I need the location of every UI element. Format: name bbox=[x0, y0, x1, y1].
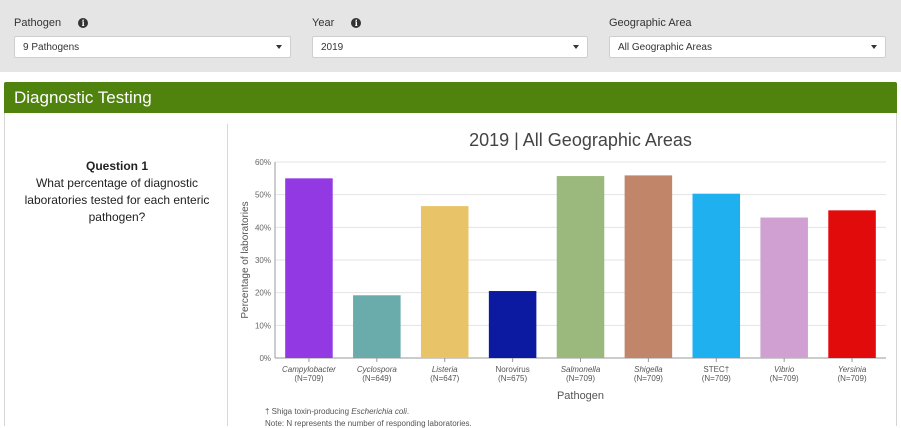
x-tick-label: Shigella bbox=[634, 365, 663, 374]
y-tick-label: 20% bbox=[255, 289, 271, 298]
filter-bar: Pathogen i 9 Pathogens Year i 2019 Geogr… bbox=[0, 0, 901, 72]
x-tick-n-label: (N=675) bbox=[498, 374, 527, 383]
year-filter: Year i 2019 bbox=[312, 14, 588, 58]
x-tick-label: STEC† bbox=[703, 365, 729, 374]
x-tick-label: Salmonella bbox=[561, 365, 601, 374]
x-tick-n-label: (N=647) bbox=[430, 374, 459, 383]
question-text: What percentage of diagnostic laboratori… bbox=[24, 176, 210, 224]
bar bbox=[353, 295, 401, 358]
y-tick-label: 0% bbox=[259, 354, 271, 363]
pathogen-select[interactable]: 9 Pathogens bbox=[14, 36, 291, 58]
area-select[interactable]: All Geographic Areas bbox=[609, 36, 886, 58]
y-tick-label: 50% bbox=[255, 191, 271, 200]
footnote-note: Note: N represents the number of respond… bbox=[265, 419, 472, 428]
x-tick-label: Listeria bbox=[432, 365, 458, 374]
bar bbox=[760, 217, 808, 358]
area-label: Geographic Area bbox=[609, 17, 692, 29]
bar bbox=[692, 193, 741, 358]
x-tick-label: Norovirus bbox=[495, 365, 529, 374]
y-tick-label: 30% bbox=[255, 256, 271, 265]
section-title: Diagnostic Testing bbox=[14, 88, 152, 107]
x-tick-label: Yersinia bbox=[838, 365, 867, 374]
question-block: Question 1 What percentage of diagnostic… bbox=[22, 158, 212, 226]
bar bbox=[285, 178, 333, 358]
y-tick-label: 60% bbox=[255, 158, 271, 167]
pathogen-filter: Pathogen i 9 Pathogens bbox=[14, 14, 291, 58]
footnote-stec: † Shiga toxin-producing Escherichia coli… bbox=[265, 407, 410, 416]
pathogen-label: Pathogen i bbox=[14, 14, 291, 32]
bar bbox=[420, 206, 469, 358]
x-tick-n-label: (N=709) bbox=[566, 374, 595, 383]
x-tick-n-label: (N=709) bbox=[770, 374, 799, 383]
caret-down-icon bbox=[871, 45, 877, 49]
x-tick-n-label: (N=649) bbox=[362, 374, 391, 383]
x-tick-label: Cyclospora bbox=[357, 365, 398, 374]
x-tick-n-label: (N=709) bbox=[634, 374, 663, 383]
bar bbox=[624, 175, 673, 358]
year-label: Year i bbox=[312, 14, 588, 32]
x-axis-label: Pathogen bbox=[557, 390, 604, 402]
year-select[interactable]: 2019 bbox=[312, 36, 588, 58]
area-filter: Geographic Area All Geographic Areas bbox=[609, 14, 886, 58]
x-tick-n-label: (N=709) bbox=[837, 374, 866, 383]
y-axis-label: Percentage of laboratories bbox=[240, 201, 251, 318]
column-divider bbox=[227, 124, 228, 426]
info-icon[interactable]: i bbox=[351, 18, 362, 28]
bar-chart: 2019 | All Geographic Areas 0% 10% 20% 30% 40… bbox=[240, 130, 886, 402]
chart-title: 2019 | All Geographic Areas bbox=[469, 130, 692, 150]
caret-down-icon bbox=[573, 45, 579, 49]
x-tick-n-label: (N=709) bbox=[702, 374, 731, 383]
section-header: Diagnostic Testing bbox=[4, 82, 897, 113]
x-tick-label: Campylobacter bbox=[282, 365, 336, 374]
y-tick-label: 10% bbox=[255, 321, 271, 330]
question-title: Question 1 bbox=[85, 159, 148, 173]
y-tick-label: 40% bbox=[255, 223, 271, 232]
x-tick-label: Vibrio bbox=[774, 365, 795, 374]
caret-down-icon bbox=[276, 45, 282, 49]
bar bbox=[556, 176, 605, 358]
content-panel bbox=[4, 113, 897, 426]
bar bbox=[488, 291, 537, 358]
info-icon[interactable]: i bbox=[78, 18, 89, 28]
x-tick-n-label: (N=709) bbox=[294, 374, 323, 383]
bar bbox=[828, 210, 876, 358]
